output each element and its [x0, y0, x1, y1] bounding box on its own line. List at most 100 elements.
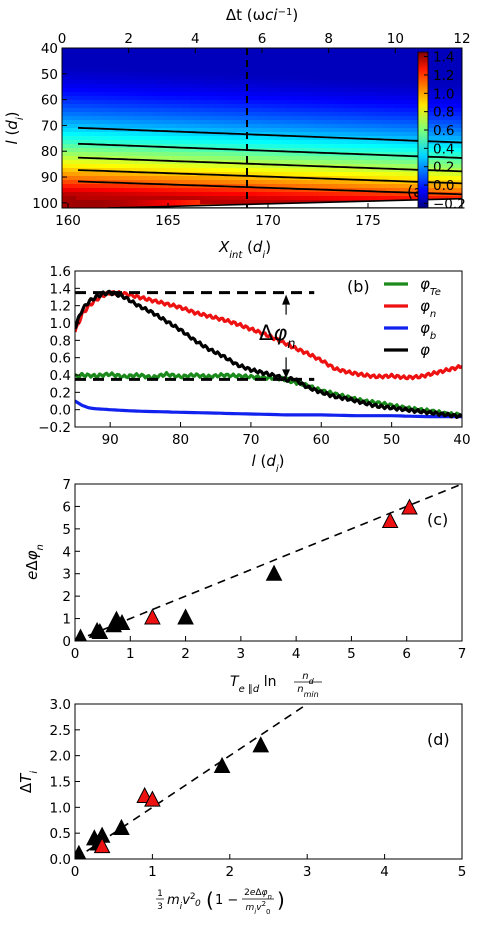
heatmap-cell	[100, 104, 106, 109]
heatmap-cell	[109, 188, 115, 193]
heatmap-cell	[362, 48, 368, 53]
heatmap-cell	[457, 188, 462, 193]
heatmap-cell	[381, 68, 387, 73]
heatmap-cell	[309, 124, 315, 129]
heatmap-cell	[262, 168, 268, 173]
heatmap-cell	[404, 68, 411, 73]
heatmap-cell	[76, 72, 82, 77]
heatmap-cell	[171, 108, 177, 113]
heatmap-cell	[109, 128, 115, 133]
heatmap-cell	[285, 188, 292, 193]
heatmap-cell	[85, 196, 92, 201]
y-axis-ticks-d: 0.00.51.01.52.02.53.0	[50, 697, 80, 868]
heatmap-cell	[371, 188, 377, 193]
heatmap-cell	[385, 196, 392, 201]
heatmap-cell	[247, 168, 254, 173]
heatmap-cell	[152, 112, 158, 117]
heatmap-cell	[190, 148, 196, 153]
heatmap-cell	[209, 180, 215, 185]
heatmap-cell	[238, 64, 244, 69]
heatmap-cell	[385, 172, 392, 177]
heatmap-cell	[409, 76, 415, 81]
heatmap-cell	[347, 120, 354, 125]
heatmap-cell	[81, 108, 87, 113]
heatmap-cell	[100, 116, 106, 121]
heatmap-cell	[142, 100, 149, 105]
heatmap-cell	[338, 112, 344, 117]
heatmap-cell	[195, 68, 201, 73]
heatmap-cell	[323, 172, 330, 177]
heatmap-cell	[71, 192, 77, 197]
heatmap-cell	[228, 64, 235, 69]
heatmap-cell	[95, 192, 101, 197]
heatmap-cell	[266, 112, 273, 117]
heatmap-cell	[352, 148, 358, 153]
heatmap-cell	[166, 64, 173, 69]
heatmap-cell	[390, 68, 396, 73]
heatmap-cell	[181, 128, 187, 133]
heatmap-cell	[376, 92, 382, 97]
heatmap-cell	[195, 152, 201, 157]
heatmap-cell	[176, 112, 182, 117]
heatmap-cell	[400, 136, 406, 141]
heatmap-cell	[376, 104, 382, 109]
heatmap-cell	[128, 184, 135, 189]
heatmap-cell	[66, 84, 73, 89]
heatmap-cell	[381, 192, 387, 197]
heatmap-cell	[266, 48, 273, 53]
colorbar-tick-label: 0.0	[433, 178, 454, 194]
heatmap-cell	[195, 144, 201, 149]
heatmap-cell	[442, 72, 449, 77]
heatmap-cell	[314, 64, 320, 69]
heatmap-cell	[242, 180, 249, 185]
heatmap-cell	[185, 64, 192, 69]
heatmap-cell	[438, 184, 444, 189]
heatmap-cell	[114, 60, 120, 65]
heatmap-cell	[214, 104, 220, 109]
heatmap-cell	[376, 172, 382, 177]
heatmap-cell	[200, 60, 206, 65]
heatmap-cell	[123, 200, 130, 205]
heatmap-cell	[195, 200, 201, 205]
heatmap-cell	[214, 112, 220, 117]
heatmap-cell	[414, 176, 420, 181]
heatmap-cell	[385, 60, 392, 65]
heatmap-cell	[114, 196, 120, 201]
heatmap-cell	[66, 56, 73, 61]
heatmap-cell	[376, 80, 382, 85]
heatmap-cell	[204, 84, 211, 89]
heatmap-cell	[314, 180, 320, 185]
heatmap-cell	[400, 72, 406, 77]
heatmap-cell	[71, 52, 77, 57]
x-tick-label: 40	[453, 432, 470, 448]
heatmap-cell	[314, 156, 320, 161]
heatmap-cell	[314, 124, 320, 129]
heatmap-cell	[252, 196, 258, 201]
heatmap-cell	[433, 96, 439, 101]
heatmap-cell	[452, 56, 458, 61]
heatmap-cell	[385, 100, 392, 105]
heatmap-cell	[271, 164, 277, 169]
heatmap-cell	[219, 180, 225, 185]
heatmap-cell	[257, 52, 263, 57]
heatmap-cell	[176, 196, 182, 201]
heatmap-cell	[242, 108, 249, 113]
heatmap-cell	[438, 144, 444, 149]
heatmap-cell	[185, 192, 192, 197]
heatmap-cell	[142, 72, 149, 77]
heatmap-cell	[233, 152, 239, 157]
heatmap-cell	[290, 124, 296, 129]
y-tick-label: 1.6	[50, 264, 71, 280]
heatmap-cell	[128, 68, 135, 73]
heatmap-cell	[290, 188, 296, 193]
heatmap-cell	[66, 124, 73, 129]
heatmap-cell	[390, 84, 396, 89]
heatmap-cell	[266, 92, 273, 97]
heatmap-cell	[71, 72, 77, 77]
heatmap-cell	[366, 116, 373, 121]
heatmap-cell	[71, 180, 77, 185]
heatmap-cell	[85, 52, 92, 57]
heatmap-cell	[338, 108, 344, 113]
heatmap-cell	[442, 124, 449, 129]
heatmap-cell	[133, 124, 139, 129]
